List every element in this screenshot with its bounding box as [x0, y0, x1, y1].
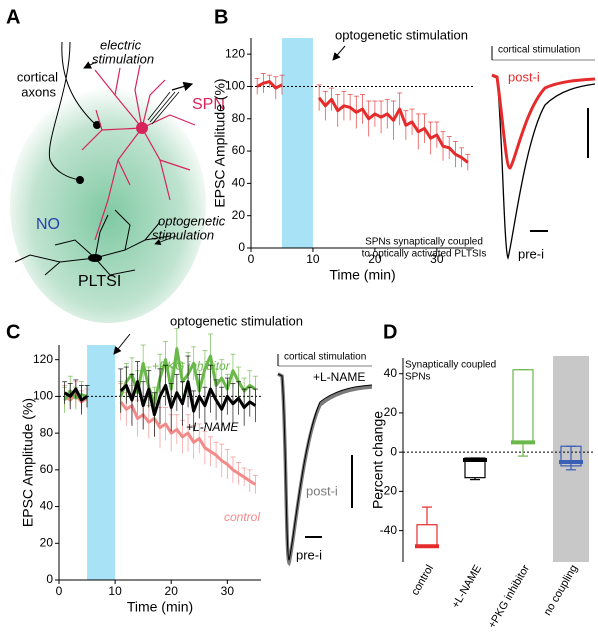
label: optogenetic: [158, 213, 226, 228]
series-line: [63, 380, 257, 417]
label: PLTSI: [78, 273, 121, 290]
recording: [147, 91, 180, 125]
annotation-arrow: [113, 333, 131, 355]
y-tick-label: 100: [225, 79, 245, 93]
series-label: control: [224, 510, 260, 524]
shaded-span: [87, 345, 116, 580]
traces-b: cortical stimulation post-i pre-i: [491, 45, 596, 261]
trace-pre: [491, 75, 596, 260]
trace-pre: [277, 373, 373, 561]
terminal: [93, 121, 101, 129]
trace-label: pre-i: [296, 547, 322, 562]
box: [560, 445, 582, 467]
box: [416, 524, 438, 547]
trace-post: [491, 73, 596, 170]
y-tick-label: 20: [232, 208, 246, 222]
trace-label: +L-NAME: [313, 370, 365, 384]
spn-soma: [136, 122, 148, 134]
trace-label: pre-i: [518, 246, 544, 261]
label: stimulation: [92, 51, 154, 66]
series-label: +PKG inhibitor: [152, 359, 231, 373]
note: SPNs synaptically coupled: [365, 237, 483, 248]
y-tick-label: 40: [40, 499, 54, 513]
pltsi-soma: [88, 254, 102, 262]
y-tick-label: 40: [232, 176, 246, 190]
spn-neuron: [81, 64, 196, 241]
y-tick-label: -40: [380, 523, 398, 537]
shaded-span: [281, 38, 313, 248]
y-tick-label: 20: [384, 405, 398, 419]
note: SPNs: [405, 372, 431, 383]
panel-label: D: [383, 321, 397, 343]
trace-label: cortical stimulation: [498, 45, 580, 56]
y-tick-label: 80: [232, 111, 246, 125]
panel-label: A: [6, 6, 20, 28]
series-line: [256, 80, 469, 164]
note: Synaptically coupled: [405, 360, 496, 371]
trace-label: post-i: [508, 69, 540, 84]
y-tick-label: 0: [46, 572, 53, 586]
x-tick-label: 10: [108, 584, 122, 598]
annotation: optogenetic stimulation: [170, 313, 303, 328]
label: electric: [100, 37, 142, 52]
x-tick-label: 20: [165, 584, 179, 598]
y-tick-label: 0: [238, 240, 245, 254]
x-tick-label: 0: [248, 252, 255, 266]
no-cloud: [10, 87, 206, 323]
y-axis-label: Percent change: [370, 411, 386, 509]
label: NO: [36, 216, 60, 233]
x-tick-label: 20: [368, 252, 382, 266]
y-tick-label: 0: [390, 444, 397, 458]
y-tick-label: 100: [33, 389, 53, 403]
x-tick-label: 30: [221, 584, 235, 598]
y-tick-label: 60: [232, 143, 246, 157]
panel-label: C: [6, 321, 20, 343]
y-tick-label: -20: [380, 484, 398, 498]
arrow: [154, 235, 177, 245]
y-tick-label: 40: [384, 366, 398, 380]
y-axis-label: EPSC Amplitude (%): [212, 78, 228, 207]
x-tick-label: 10: [306, 252, 320, 266]
x-tick-label: 30: [430, 252, 444, 266]
y-tick-label: 20: [40, 535, 54, 549]
label: axons: [21, 84, 56, 99]
x-axis-label: Time (min): [127, 599, 193, 615]
box: [512, 369, 534, 443]
y-tick-label: 120: [33, 352, 53, 366]
label: SPN: [192, 96, 225, 113]
traces-c: cortical stimulation +L-NAME post-i pre-…: [277, 352, 373, 567]
y-axis-label: EPSC Amplitude (%): [20, 398, 36, 527]
x-axis-label: Time (min): [329, 267, 395, 283]
label: stimulation: [152, 227, 214, 242]
y-tick-label: 120: [225, 46, 245, 60]
y-tick-label: 80: [40, 425, 54, 439]
trace-label: cortical stimulation: [284, 352, 366, 363]
terminal: [76, 176, 84, 184]
panel-label: B: [214, 6, 228, 28]
annotation: optogenetic stimulation: [335, 27, 468, 42]
axon: [48, 41, 81, 181]
label: cortical: [17, 69, 58, 84]
annotation-arrow: [332, 45, 346, 61]
x-tick-label: 0: [56, 584, 63, 598]
trace-label: post-i: [306, 483, 338, 498]
y-tick-label: 60: [40, 462, 54, 476]
axon: [61, 41, 97, 126]
note: to optically activated PLTSIs: [362, 249, 487, 260]
arrow: [171, 81, 194, 92]
arrow: [83, 61, 97, 69]
series-label: +L-NAME: [186, 420, 239, 434]
pltsi-neuron: [14, 209, 171, 276]
diagram: electric stimulation cortical axons SPN …: [10, 37, 226, 323]
